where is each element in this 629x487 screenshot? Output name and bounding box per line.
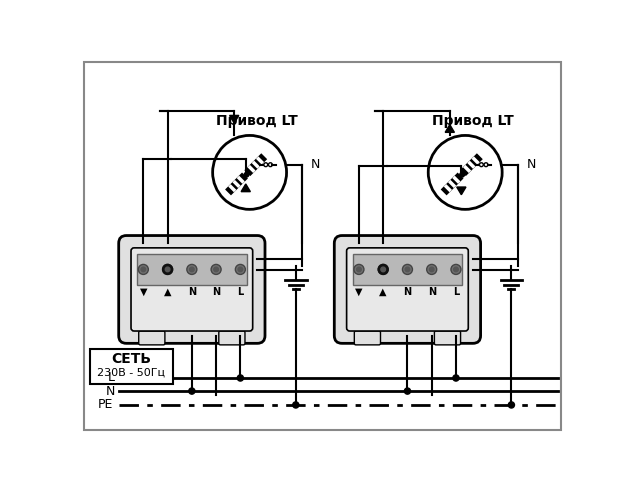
FancyBboxPatch shape bbox=[137, 254, 247, 285]
FancyBboxPatch shape bbox=[119, 236, 265, 343]
Text: N: N bbox=[428, 287, 436, 297]
Circle shape bbox=[238, 267, 243, 272]
Text: N: N bbox=[188, 287, 196, 297]
Text: L: L bbox=[453, 287, 459, 297]
Polygon shape bbox=[230, 115, 239, 123]
Circle shape bbox=[211, 264, 221, 275]
Circle shape bbox=[237, 375, 243, 381]
Circle shape bbox=[269, 163, 272, 167]
Circle shape bbox=[189, 267, 194, 272]
Circle shape bbox=[244, 172, 249, 177]
FancyBboxPatch shape bbox=[219, 331, 245, 345]
Circle shape bbox=[138, 264, 148, 275]
FancyBboxPatch shape bbox=[139, 331, 165, 345]
Text: N: N bbox=[212, 287, 220, 297]
Circle shape bbox=[235, 264, 245, 275]
FancyBboxPatch shape bbox=[347, 248, 468, 331]
Text: N: N bbox=[527, 158, 536, 171]
Circle shape bbox=[405, 267, 409, 272]
Circle shape bbox=[403, 264, 413, 275]
Text: N: N bbox=[311, 158, 321, 171]
Text: L: L bbox=[108, 372, 115, 385]
Text: ▲: ▲ bbox=[164, 287, 171, 297]
Text: L: L bbox=[237, 287, 243, 297]
Circle shape bbox=[454, 267, 459, 272]
FancyBboxPatch shape bbox=[435, 331, 460, 345]
Text: N: N bbox=[106, 385, 115, 397]
Text: N: N bbox=[403, 287, 411, 297]
Circle shape bbox=[453, 375, 459, 381]
Circle shape bbox=[404, 388, 411, 394]
FancyBboxPatch shape bbox=[84, 62, 560, 430]
Text: ▼: ▼ bbox=[355, 287, 363, 297]
Text: СЕТЬ: СЕТЬ bbox=[111, 352, 152, 366]
Circle shape bbox=[508, 402, 515, 408]
FancyBboxPatch shape bbox=[90, 349, 172, 384]
Text: Привод LT: Привод LT bbox=[432, 114, 514, 128]
Circle shape bbox=[357, 267, 361, 272]
Polygon shape bbox=[445, 125, 454, 132]
Text: Привод LT: Привод LT bbox=[216, 114, 298, 128]
Circle shape bbox=[428, 135, 502, 209]
Circle shape bbox=[460, 172, 464, 177]
Circle shape bbox=[378, 264, 388, 275]
Circle shape bbox=[378, 264, 388, 275]
Circle shape bbox=[213, 135, 287, 209]
Circle shape bbox=[162, 264, 172, 275]
Circle shape bbox=[264, 163, 268, 167]
Polygon shape bbox=[241, 184, 250, 192]
FancyBboxPatch shape bbox=[354, 331, 381, 345]
Text: PE: PE bbox=[98, 398, 113, 412]
Circle shape bbox=[354, 264, 364, 275]
Circle shape bbox=[381, 267, 386, 272]
Text: 230В - 50Гц: 230В - 50Гц bbox=[97, 368, 165, 377]
Circle shape bbox=[451, 264, 461, 275]
Circle shape bbox=[214, 267, 218, 272]
Text: ▲: ▲ bbox=[379, 287, 387, 297]
Text: ▼: ▼ bbox=[140, 287, 147, 297]
FancyBboxPatch shape bbox=[131, 248, 253, 331]
Circle shape bbox=[162, 264, 172, 275]
Circle shape bbox=[479, 163, 483, 167]
FancyBboxPatch shape bbox=[334, 236, 481, 343]
Circle shape bbox=[292, 402, 299, 408]
Circle shape bbox=[484, 163, 488, 167]
Circle shape bbox=[141, 267, 146, 272]
Circle shape bbox=[165, 267, 170, 272]
Circle shape bbox=[430, 267, 434, 272]
Polygon shape bbox=[457, 187, 466, 195]
Circle shape bbox=[187, 264, 197, 275]
Circle shape bbox=[189, 388, 195, 394]
Circle shape bbox=[426, 264, 437, 275]
FancyBboxPatch shape bbox=[353, 254, 462, 285]
